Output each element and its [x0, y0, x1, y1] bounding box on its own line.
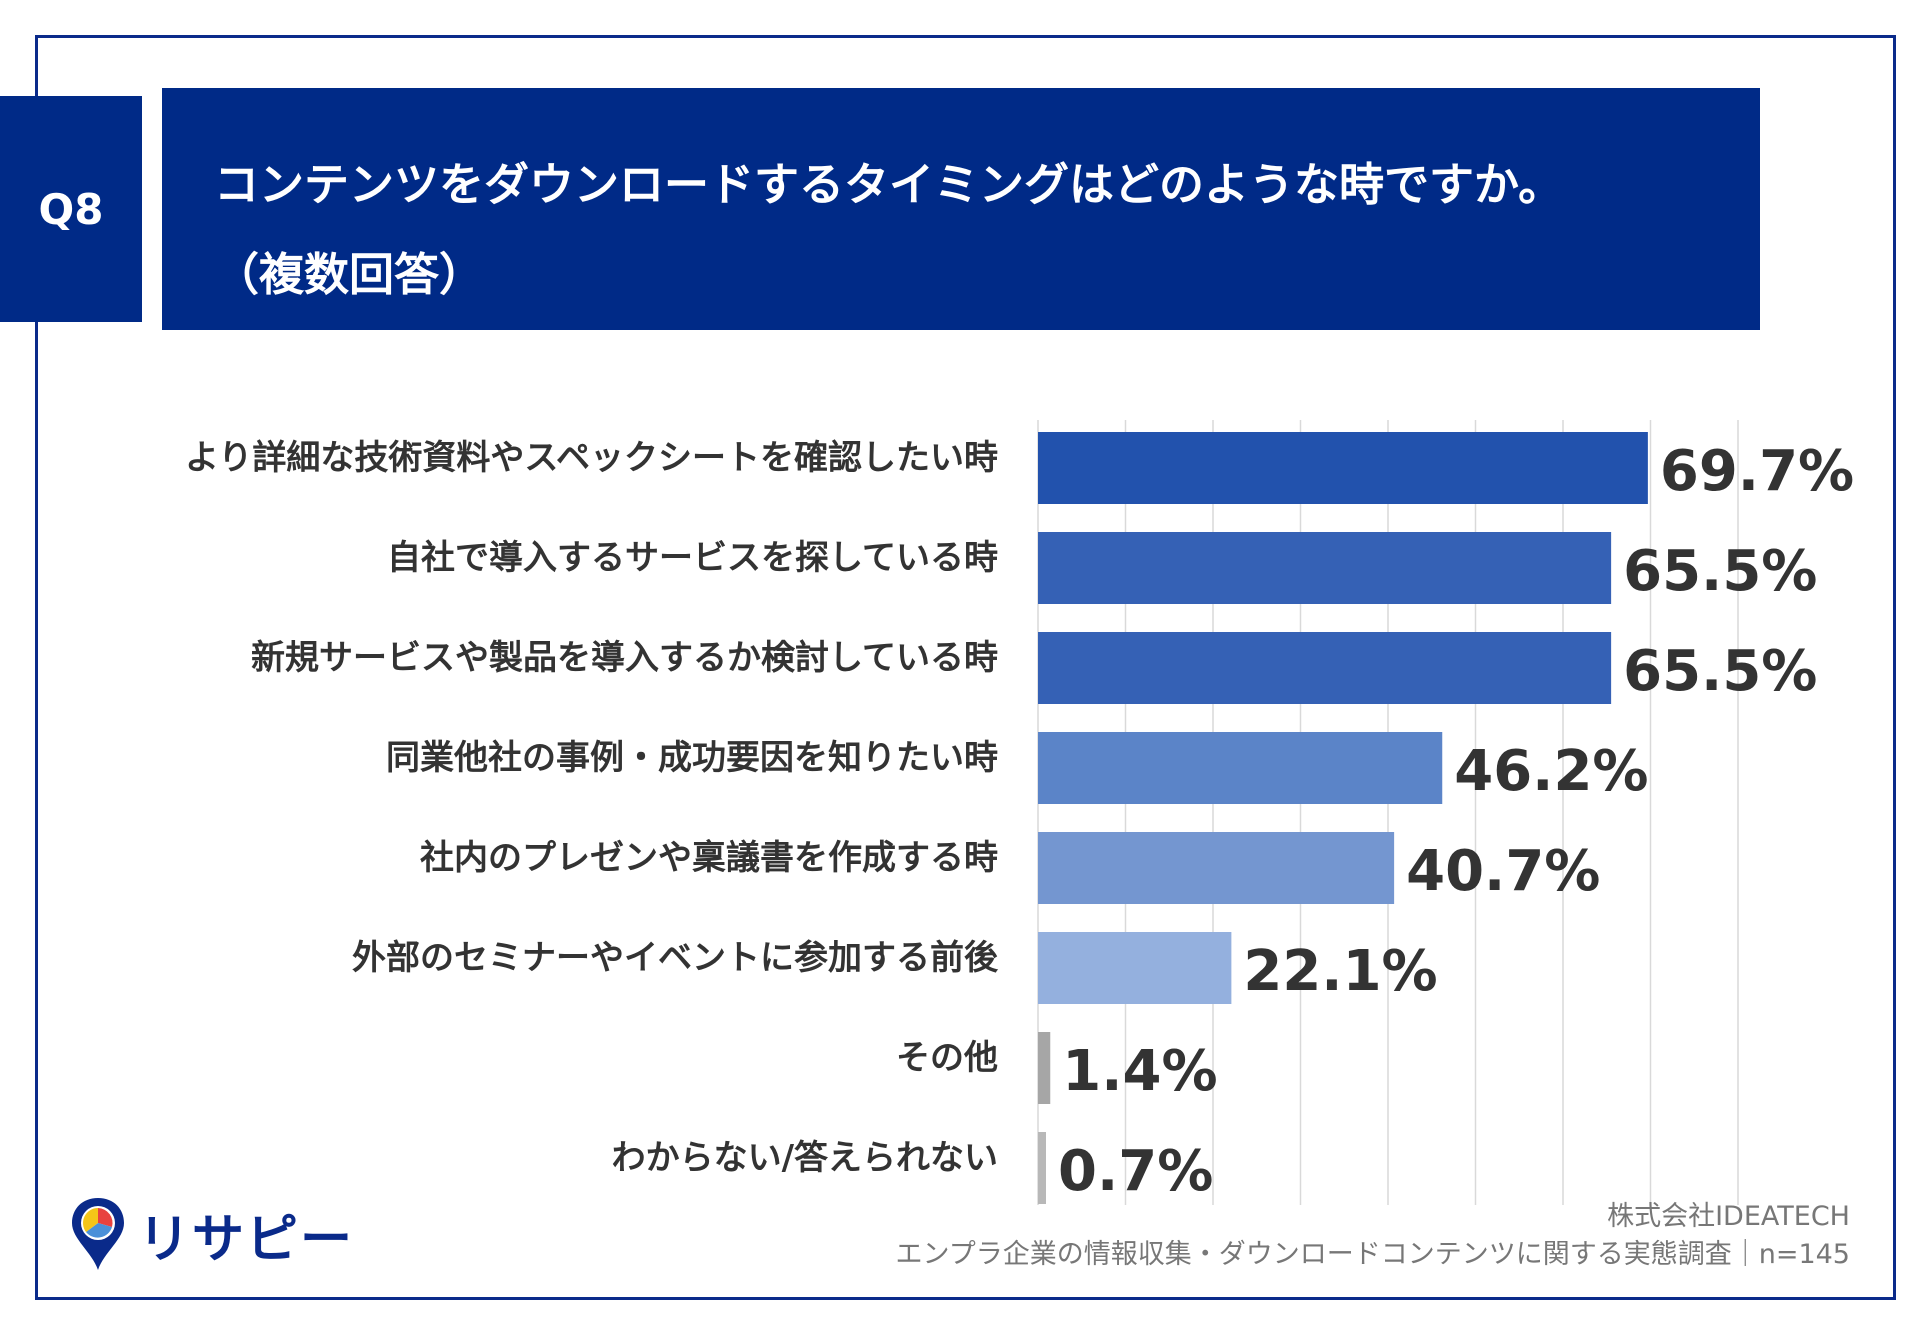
bar-value-label: 0.7% [1058, 1139, 1213, 1204]
category-label: その他 [896, 1038, 998, 1078]
bar-value-label: 65.5% [1623, 639, 1817, 704]
category-label: 新規サービスや製品を導入するか検討している時 [251, 638, 998, 678]
bar-8 [1038, 1132, 1046, 1204]
bar-1 [1038, 432, 1648, 504]
bar-6 [1038, 932, 1232, 1004]
logo-wordmark: リサピー [138, 1209, 355, 1270]
category-label: 自社で導入するサービスを探している時 [387, 538, 998, 578]
bar-value-label: 1.4% [1062, 1039, 1217, 1104]
risapy-logo: リサピー [70, 1196, 354, 1272]
category-label: より詳細な技術資料やスペックシートを確認したい時 [185, 438, 998, 478]
logo-pin-icon [72, 1198, 124, 1270]
bar-value-label: 46.2% [1454, 739, 1648, 804]
bar-4 [1038, 732, 1443, 804]
title-banner: コンテンツをダウンロードするタイミングはどのような時ですか。 （複数回答） [162, 88, 1760, 330]
bar-value-label: 22.1% [1243, 939, 1437, 1004]
bar-5 [1038, 832, 1395, 904]
page-title: コンテンツをダウンロードするタイミングはどのような時ですか。 [214, 158, 1564, 211]
bar-value-label: 65.5% [1623, 539, 1817, 604]
page-subtitle: （複数回答） [214, 248, 485, 301]
outer-frame [35, 35, 1896, 1300]
category-label: わからない/答えられない [611, 1138, 998, 1178]
category-label: 外部のセミナーやイベントに参加する前後 [352, 938, 998, 978]
question-badge: Q8 [0, 96, 142, 322]
bar-value-label: 69.7% [1660, 439, 1854, 504]
footer-source: エンプラ企業の情報収集・ダウンロードコンテンツに関する実態調査｜n=145 [895, 1239, 1850, 1270]
bar-3 [1038, 632, 1612, 704]
bar-value-label: 40.7% [1406, 839, 1600, 904]
category-label: 社内のプレゼンや稟議書を作成する時 [420, 838, 998, 878]
bar-2 [1038, 532, 1612, 604]
category-label: 同業他社の事例・成功要因を知りたい時 [386, 738, 998, 778]
bar-7 [1038, 1032, 1051, 1104]
footer-company: 株式会社IDEATECH [1607, 1201, 1850, 1232]
